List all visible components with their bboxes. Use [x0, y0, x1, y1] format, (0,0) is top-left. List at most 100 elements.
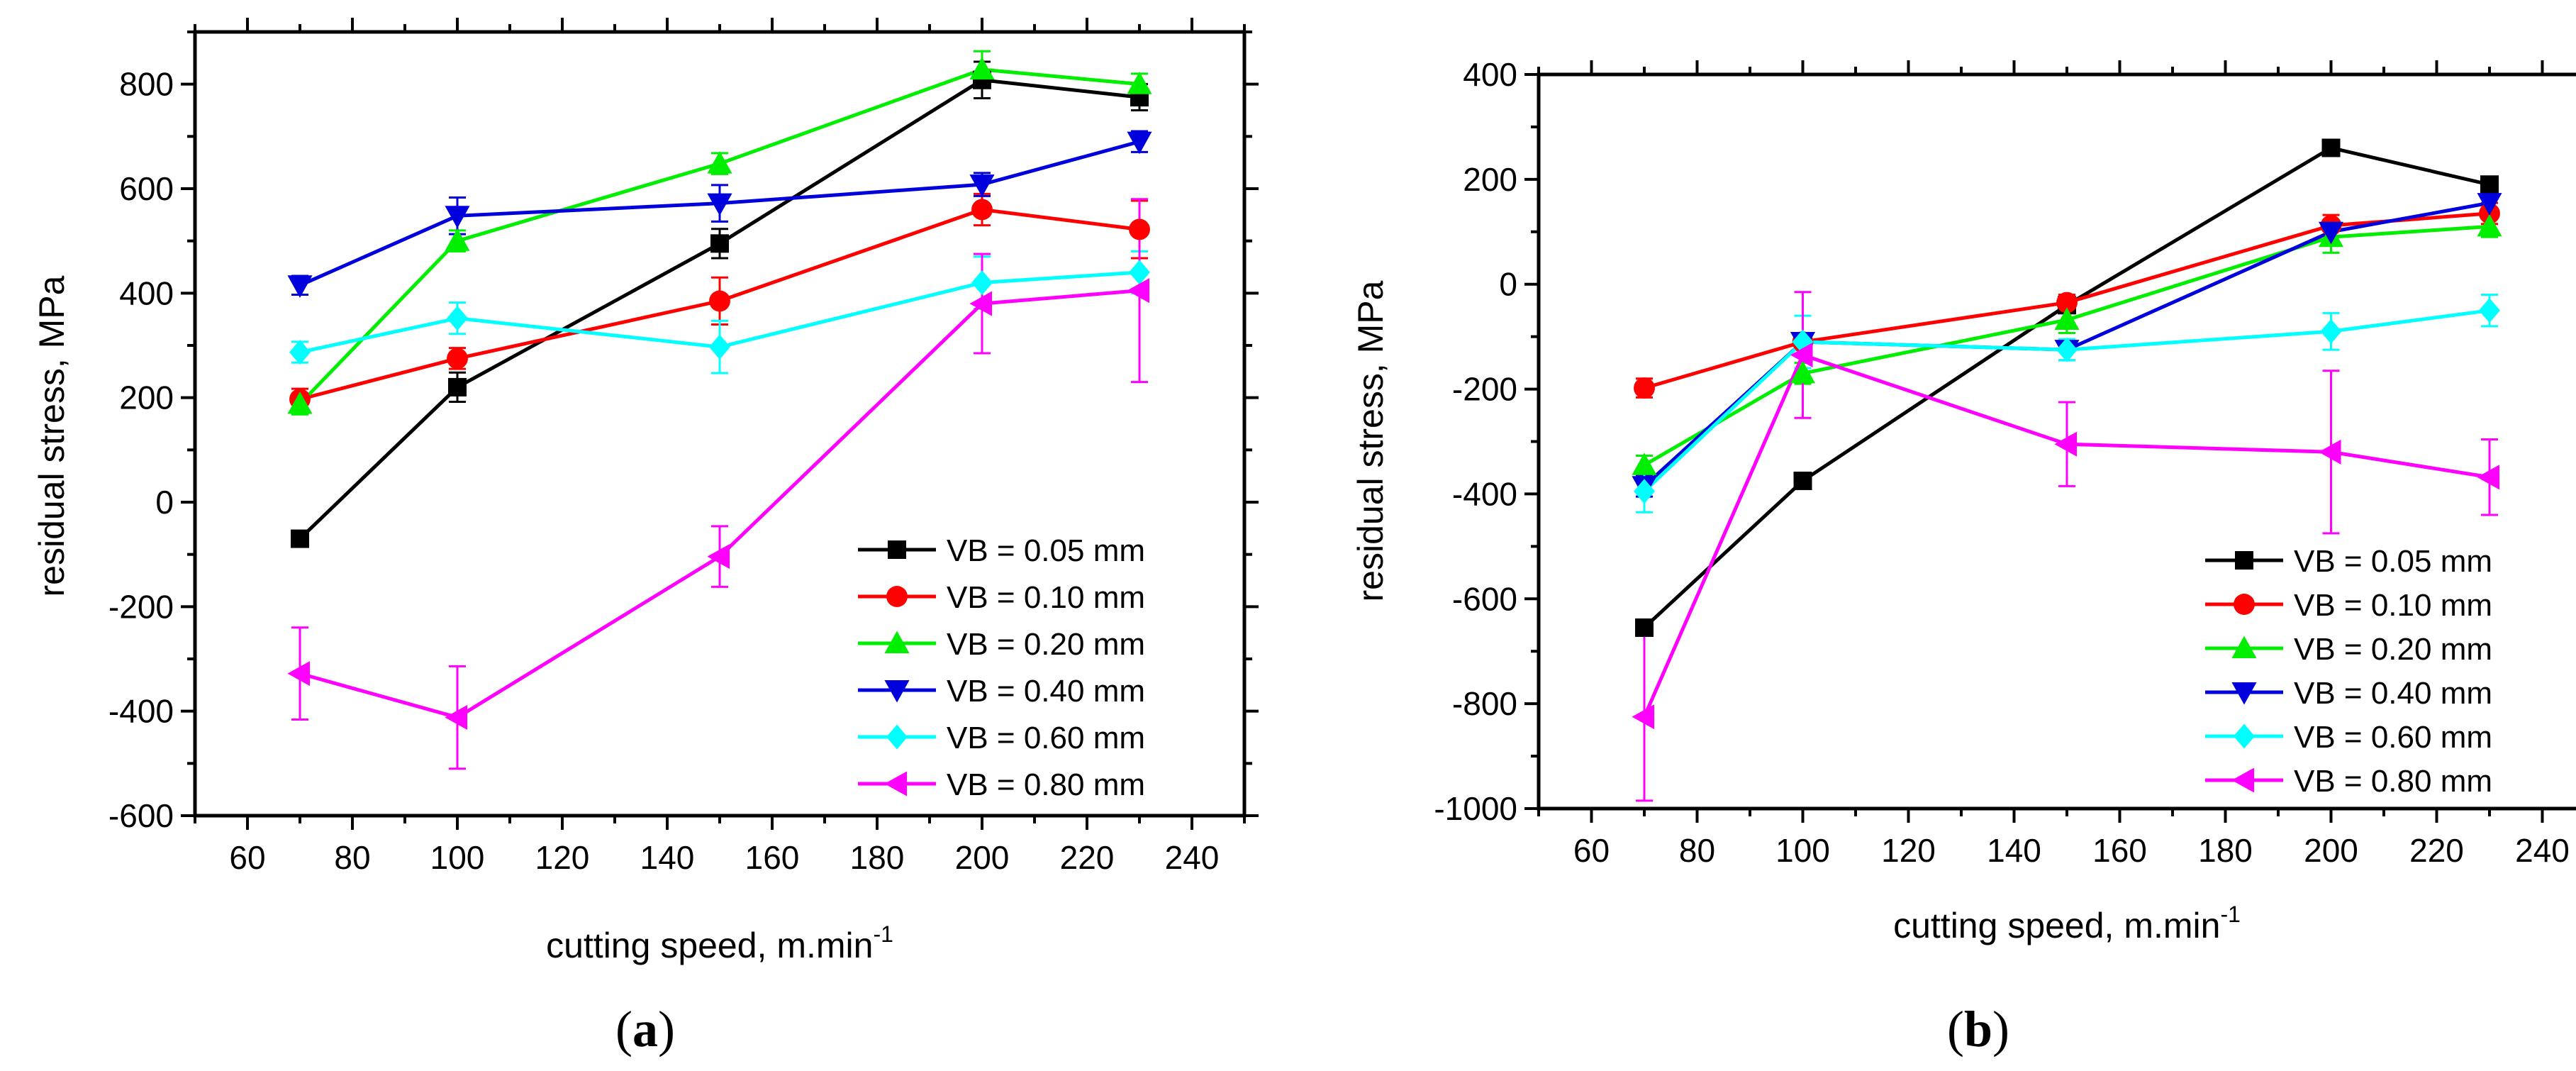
x-tick-label: 220: [1060, 839, 1115, 876]
y-tick-label: -200: [108, 588, 174, 625]
x-tick-label: 140: [1987, 832, 2041, 869]
legend-label: VB = 0.20 mm: [947, 627, 1145, 662]
data-point: [969, 291, 993, 316]
legend-marker: [2231, 682, 2257, 705]
x-axis-label: cutting speed, m.min-1: [546, 921, 893, 965]
data-point: [289, 340, 311, 365]
data-point: [707, 544, 730, 570]
data-point: [971, 270, 993, 296]
y-tick-label: 0: [155, 484, 174, 521]
data-point: [2320, 318, 2342, 344]
x-tick-label: 60: [229, 839, 265, 876]
legend-label: VB = 0.10 mm: [2294, 588, 2492, 623]
legend-item: VB = 0.40 mm: [2205, 676, 2492, 711]
legend-item: VB = 0.40 mm: [858, 674, 1145, 709]
legend-label: VB = 0.40 mm: [947, 674, 1145, 709]
data-point: [1634, 377, 1655, 399]
legend-item: VB = 0.10 mm: [2205, 588, 2492, 623]
data-point: [287, 275, 313, 298]
data-point: [445, 228, 470, 251]
data-point: [2477, 213, 2502, 237]
legend-item: VB = 0.60 mm: [2205, 720, 2492, 755]
y-tick-label: -1000: [1434, 790, 1517, 827]
legend-item: VB = 0.10 mm: [858, 580, 1145, 615]
data-point: [445, 704, 468, 731]
data-point: [969, 174, 995, 197]
legend-marker: [2231, 636, 2257, 659]
data-point: [707, 193, 732, 216]
data-point: [2056, 337, 2078, 362]
x-tick-label: 180: [850, 839, 905, 876]
x-tick-label: 180: [2198, 832, 2253, 869]
x-axis: 60 80 100 120 140 160 180 200 220 240: [194, 18, 1246, 876]
x-tick-label: 240: [1165, 839, 1220, 876]
y-tick-label: 800: [119, 66, 174, 103]
data-point: [1129, 260, 1150, 285]
x-tick-label: 60: [1573, 832, 1610, 869]
data-point: [1792, 329, 1814, 355]
x-tick-label: 120: [535, 839, 590, 876]
legend-marker: [884, 679, 910, 703]
data-point: [1127, 131, 1152, 155]
legend-label: VB = 0.10 mm: [947, 580, 1145, 615]
legend-item: VB = 0.20 mm: [858, 627, 1145, 662]
data-point: [1632, 704, 1655, 730]
y-tick-label: -200: [1452, 371, 1517, 408]
legend-marker: [884, 631, 910, 654]
panel-label-a: (a): [615, 1001, 675, 1058]
data-point: [2321, 138, 2341, 157]
y-tick-label: 400: [119, 274, 174, 311]
panel-label-b: (b): [1947, 1001, 2009, 1058]
y-axis-label: residual stress, MPa: [1351, 280, 1390, 601]
data-point: [707, 151, 732, 174]
legend-item: VB = 0.60 mm: [858, 721, 1145, 755]
data-point: [1127, 72, 1152, 94]
x-tick-label: 200: [955, 839, 1010, 876]
y-axis-label: residual stress, MPa: [32, 275, 72, 596]
chart-panel-a: -600 -400 -200 0 200 400 600 800 60 80 100 120 140 1…: [32, 18, 1259, 1058]
data-point: [445, 206, 470, 228]
data-point: [448, 377, 467, 396]
x-tick-label: 100: [1775, 832, 1830, 869]
data-point: [1634, 479, 1655, 504]
data-point: [2479, 298, 2500, 323]
data-point: [2477, 465, 2500, 490]
data-point: [1790, 342, 1813, 368]
data-point: [971, 199, 993, 221]
legend-marker: [2235, 551, 2253, 570]
legend-label: VB = 0.60 mm: [947, 721, 1145, 755]
x-axis-label-text: cutting speed, m.min: [1893, 906, 2220, 945]
y-tick-label: 200: [119, 379, 174, 416]
legend-label: VB = 0.40 mm: [2294, 676, 2492, 711]
x-tick-label: 100: [430, 839, 485, 876]
data-point: [969, 57, 995, 80]
x-axis-label-text: cutting speed, m.min: [546, 926, 873, 965]
legend-label: VB = 0.20 mm: [2294, 632, 2492, 667]
data-point: [1793, 471, 1812, 490]
y-tick-label: -600: [1452, 580, 1517, 617]
y-tick-label: -800: [1452, 685, 1517, 722]
y-tick-label: 600: [119, 170, 174, 207]
data-point: [710, 234, 729, 253]
legend-label: VB = 0.80 mm: [2294, 764, 2492, 799]
y-tick-label: 400: [1463, 56, 1517, 93]
data-point: [2480, 175, 2499, 194]
legend-item: VB = 0.20 mm: [2205, 632, 2492, 667]
data-point: [2318, 439, 2341, 465]
x-tick-label: 80: [334, 839, 370, 876]
legend-marker: [888, 540, 906, 559]
y-axis: -600 -400 -200 0 200 400 600 800: [108, 30, 1259, 834]
x-tick-label: 240: [2515, 832, 2570, 869]
y-tick-label: -600: [108, 797, 174, 834]
data-point: [1790, 360, 1816, 384]
legend-label: VB = 0.80 mm: [947, 767, 1145, 802]
data-point: [2318, 221, 2344, 245]
legend-marker: [884, 771, 908, 797]
data-point: [709, 290, 730, 312]
data-point: [709, 334, 730, 360]
legend-marker: [2234, 723, 2255, 749]
legend-marker: [2234, 594, 2255, 615]
legend-label: VB = 0.05 mm: [2294, 544, 2492, 579]
data-point: [447, 306, 468, 331]
